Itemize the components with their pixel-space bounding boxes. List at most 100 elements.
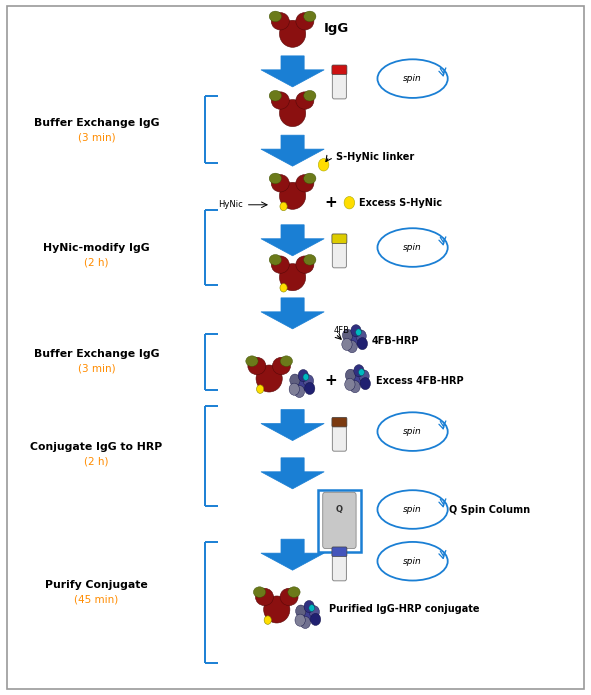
FancyBboxPatch shape bbox=[332, 239, 346, 268]
Ellipse shape bbox=[280, 20, 306, 47]
Circle shape bbox=[302, 610, 313, 623]
Text: spin: spin bbox=[403, 427, 422, 436]
Ellipse shape bbox=[304, 254, 316, 265]
Ellipse shape bbox=[264, 596, 290, 623]
FancyBboxPatch shape bbox=[332, 70, 346, 99]
FancyBboxPatch shape bbox=[332, 417, 347, 427]
Ellipse shape bbox=[378, 228, 448, 267]
Circle shape bbox=[310, 614, 321, 626]
Ellipse shape bbox=[378, 412, 448, 451]
Polygon shape bbox=[261, 539, 324, 570]
Text: spin: spin bbox=[403, 557, 422, 566]
Circle shape bbox=[256, 385, 264, 393]
Circle shape bbox=[345, 369, 356, 382]
Circle shape bbox=[298, 370, 309, 382]
Ellipse shape bbox=[296, 256, 314, 273]
Text: Excess 4FB-HRP: Excess 4FB-HRP bbox=[376, 375, 464, 386]
FancyBboxPatch shape bbox=[318, 490, 361, 552]
Text: HyNic: HyNic bbox=[218, 200, 243, 209]
Circle shape bbox=[296, 605, 306, 617]
Text: spin: spin bbox=[403, 74, 422, 83]
Circle shape bbox=[350, 381, 360, 393]
FancyBboxPatch shape bbox=[332, 65, 347, 74]
Circle shape bbox=[304, 382, 315, 395]
Ellipse shape bbox=[296, 92, 314, 109]
Circle shape bbox=[354, 365, 364, 377]
Circle shape bbox=[304, 600, 314, 612]
Circle shape bbox=[290, 374, 300, 386]
Ellipse shape bbox=[304, 11, 316, 22]
Ellipse shape bbox=[269, 90, 281, 101]
Text: spin: spin bbox=[403, 243, 422, 252]
Circle shape bbox=[295, 614, 306, 626]
Ellipse shape bbox=[271, 174, 289, 192]
Text: Q: Q bbox=[336, 505, 343, 514]
Text: Excess S-HyNic: Excess S-HyNic bbox=[359, 197, 442, 208]
Circle shape bbox=[351, 325, 361, 337]
Text: Buffer Exchange IgG: Buffer Exchange IgG bbox=[34, 350, 159, 359]
FancyBboxPatch shape bbox=[332, 423, 346, 451]
Ellipse shape bbox=[254, 587, 266, 598]
Circle shape bbox=[342, 338, 352, 350]
Circle shape bbox=[296, 379, 307, 391]
Circle shape bbox=[352, 375, 362, 386]
Circle shape bbox=[264, 616, 271, 624]
Circle shape bbox=[294, 386, 304, 398]
Circle shape bbox=[300, 616, 310, 628]
Ellipse shape bbox=[296, 13, 314, 30]
Text: Purify Conjugate: Purify Conjugate bbox=[45, 580, 148, 590]
Text: (2 h): (2 h) bbox=[84, 457, 109, 467]
Text: spin: spin bbox=[403, 505, 422, 514]
Text: 4FB: 4FB bbox=[333, 326, 349, 335]
Circle shape bbox=[342, 329, 353, 341]
Ellipse shape bbox=[271, 13, 289, 30]
Text: 4FB-HRP: 4FB-HRP bbox=[372, 336, 419, 345]
Ellipse shape bbox=[280, 263, 306, 291]
FancyBboxPatch shape bbox=[323, 492, 356, 548]
Circle shape bbox=[345, 378, 355, 391]
Circle shape bbox=[319, 158, 329, 171]
Circle shape bbox=[344, 197, 355, 209]
Ellipse shape bbox=[378, 542, 448, 580]
Ellipse shape bbox=[280, 356, 293, 366]
Text: (3 min): (3 min) bbox=[77, 364, 115, 374]
Ellipse shape bbox=[271, 256, 289, 273]
Circle shape bbox=[303, 375, 314, 387]
Ellipse shape bbox=[246, 356, 258, 366]
Polygon shape bbox=[261, 224, 324, 256]
Ellipse shape bbox=[280, 182, 306, 209]
Circle shape bbox=[359, 369, 364, 375]
Ellipse shape bbox=[280, 588, 298, 605]
Text: Buffer Exchange IgG: Buffer Exchange IgG bbox=[34, 118, 159, 129]
Circle shape bbox=[356, 330, 366, 342]
Circle shape bbox=[289, 383, 300, 395]
Circle shape bbox=[309, 606, 320, 618]
Ellipse shape bbox=[288, 587, 300, 598]
FancyBboxPatch shape bbox=[8, 6, 583, 689]
Circle shape bbox=[349, 334, 359, 347]
Text: Q Spin Column: Q Spin Column bbox=[449, 505, 530, 514]
Text: (2 h): (2 h) bbox=[84, 257, 109, 267]
Text: (45 min): (45 min) bbox=[74, 595, 119, 605]
Circle shape bbox=[280, 202, 287, 211]
Text: Purified IgG-HRP conjugate: Purified IgG-HRP conjugate bbox=[329, 605, 480, 614]
Ellipse shape bbox=[256, 365, 282, 392]
Circle shape bbox=[280, 284, 287, 292]
Circle shape bbox=[303, 374, 309, 380]
Polygon shape bbox=[261, 458, 324, 489]
Polygon shape bbox=[261, 56, 324, 87]
Ellipse shape bbox=[304, 90, 316, 101]
Ellipse shape bbox=[269, 11, 281, 22]
Text: +: + bbox=[324, 373, 337, 388]
FancyBboxPatch shape bbox=[332, 234, 347, 243]
FancyBboxPatch shape bbox=[332, 552, 346, 581]
Text: HyNic-modify IgG: HyNic-modify IgG bbox=[43, 243, 150, 252]
Circle shape bbox=[359, 370, 369, 382]
Circle shape bbox=[347, 341, 358, 353]
Ellipse shape bbox=[378, 490, 448, 529]
Ellipse shape bbox=[248, 357, 266, 375]
Text: Conjugate IgG to HRP: Conjugate IgG to HRP bbox=[30, 443, 163, 452]
Circle shape bbox=[356, 329, 361, 336]
Text: IgG: IgG bbox=[324, 22, 349, 35]
Ellipse shape bbox=[271, 92, 289, 109]
